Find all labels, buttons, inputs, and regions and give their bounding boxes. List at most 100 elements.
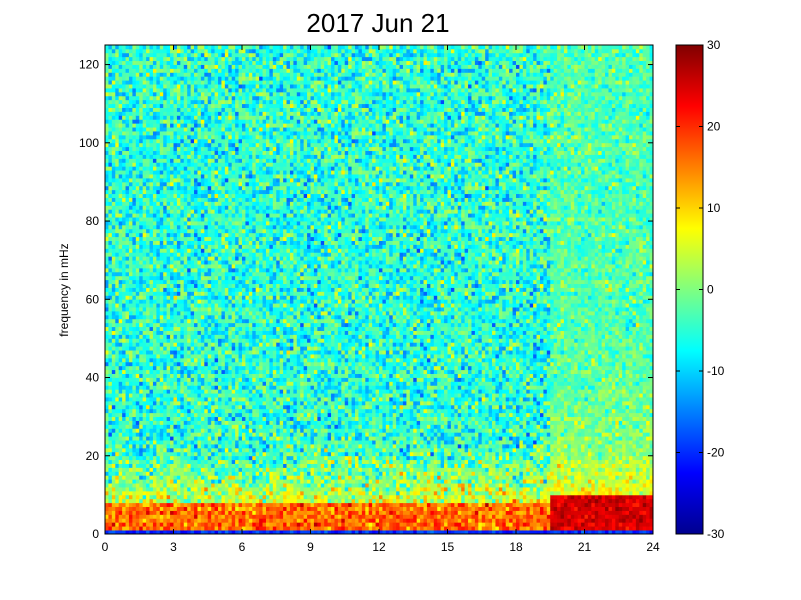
heatmap-cell — [112, 311, 116, 315]
heatmap-cell — [132, 518, 136, 522]
heatmap-cell — [115, 503, 119, 507]
heatmap-cell — [143, 201, 147, 205]
heatmap-cell — [119, 72, 123, 76]
heatmap-cell — [122, 241, 126, 245]
heatmap-cell — [143, 385, 147, 389]
heatmap-cell — [136, 233, 140, 237]
heatmap-cell — [108, 158, 112, 162]
heatmap-cell — [150, 174, 154, 178]
heatmap-cell — [146, 522, 150, 526]
heatmap-cell — [143, 131, 147, 135]
heatmap-cell — [112, 272, 116, 276]
heatmap-cell — [115, 444, 119, 448]
heatmap-cell — [115, 252, 119, 256]
heatmap-cell — [119, 526, 123, 530]
heatmap-cell — [136, 378, 140, 382]
heatmap-cell — [108, 479, 112, 483]
heatmap-cell — [160, 334, 164, 338]
heatmap-cell — [129, 507, 133, 511]
heatmap-cell — [126, 511, 130, 515]
heatmap-cell — [132, 135, 136, 139]
heatmap-cell — [108, 334, 112, 338]
heatmap-cell — [108, 456, 112, 460]
heatmap-cell — [105, 460, 109, 464]
heatmap-cell — [153, 448, 157, 452]
heatmap-cell — [105, 405, 109, 409]
heatmap-cell — [143, 401, 147, 405]
heatmap-cell — [160, 464, 164, 468]
heatmap-cell — [105, 127, 109, 131]
heatmap-cell — [143, 80, 147, 84]
heatmap-cell — [153, 514, 157, 518]
heatmap-cell — [143, 511, 147, 515]
heatmap-cell — [156, 186, 160, 190]
heatmap-cell — [105, 162, 109, 166]
heatmap-cell — [119, 194, 123, 198]
heatmap-cell — [122, 84, 126, 88]
heatmap-cell — [146, 323, 150, 327]
heatmap-cell — [146, 96, 150, 100]
heatmap-cell — [129, 311, 133, 315]
heatmap-cell — [129, 104, 133, 108]
heatmap-cell — [129, 84, 133, 88]
heatmap-cell — [115, 68, 119, 72]
heatmap-cell — [146, 526, 150, 530]
heatmap-cell — [112, 260, 116, 264]
heatmap-cell — [122, 487, 126, 491]
heatmap-cell — [108, 413, 112, 417]
heatmap-cell — [146, 428, 150, 432]
heatmap-cell — [108, 432, 112, 436]
heatmap-cell — [146, 280, 150, 284]
heatmap-cell — [122, 436, 126, 440]
heatmap-cell — [119, 65, 123, 69]
heatmap-cell — [122, 483, 126, 487]
heatmap-cell — [126, 112, 130, 116]
heatmap-cell — [153, 291, 157, 295]
heatmap-cell — [122, 417, 126, 421]
heatmap-cell — [153, 432, 157, 436]
heatmap-cell — [112, 115, 116, 119]
heatmap-cell — [143, 432, 147, 436]
heatmap-cell — [156, 65, 160, 69]
heatmap-cell — [105, 264, 109, 268]
heatmap-cell — [105, 108, 109, 112]
heatmap-cell — [146, 483, 150, 487]
heatmap-cell — [139, 119, 143, 123]
heatmap-cell — [136, 413, 140, 417]
heatmap-cell — [115, 319, 119, 323]
heatmap-cell — [153, 151, 157, 155]
heatmap-cell — [112, 397, 116, 401]
heatmap-cell — [150, 268, 154, 272]
heatmap-cell — [160, 479, 164, 483]
heatmap-cell — [105, 96, 109, 100]
heatmap-cell — [139, 514, 143, 518]
heatmap-cell — [156, 295, 160, 299]
heatmap-cell — [132, 53, 136, 57]
heatmap-cell — [122, 158, 126, 162]
heatmap-cell — [126, 358, 130, 362]
heatmap-cell — [129, 401, 133, 405]
heatmap-cell — [136, 522, 140, 526]
heatmap-cell — [132, 162, 136, 166]
heatmap-cell — [122, 49, 126, 53]
heatmap-cell — [153, 284, 157, 288]
heatmap-cell — [153, 518, 157, 522]
heatmap-cell — [156, 456, 160, 460]
heatmap-cell — [136, 248, 140, 252]
heatmap-cell — [153, 511, 157, 515]
heatmap-cell — [143, 233, 147, 237]
heatmap-cell — [105, 417, 109, 421]
heatmap-cell — [153, 452, 157, 456]
heatmap-cell — [132, 201, 136, 205]
heatmap-cell — [160, 378, 164, 382]
heatmap-cell — [105, 381, 109, 385]
heatmap-cell — [146, 205, 150, 209]
heatmap-cell — [108, 190, 112, 194]
heatmap-cell — [143, 327, 147, 331]
heatmap-cell — [132, 233, 136, 237]
heatmap-cell — [132, 303, 136, 307]
heatmap-cell — [153, 460, 157, 464]
heatmap-cell — [136, 147, 140, 151]
heatmap-cell — [112, 45, 116, 49]
heatmap-cell — [122, 268, 126, 272]
